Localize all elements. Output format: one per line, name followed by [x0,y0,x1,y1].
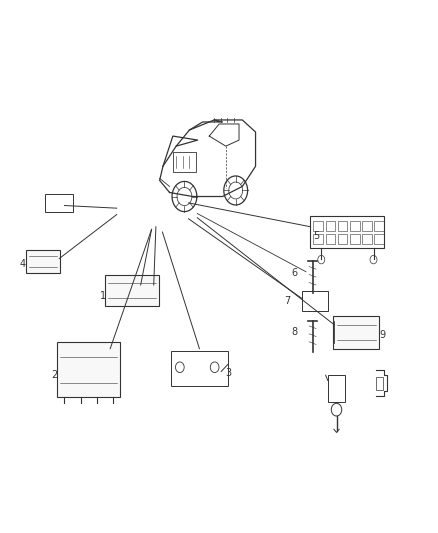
Bar [338,234,347,244]
FancyBboxPatch shape [57,342,120,398]
Bar [328,375,345,402]
Bar [173,152,196,172]
Text: 2: 2 [52,370,58,380]
Text: 6: 6 [291,268,297,278]
Text: 4: 4 [19,259,25,269]
Bar [325,234,335,244]
Bar [311,216,385,248]
Bar [325,221,335,231]
Bar [338,221,347,231]
Text: 7: 7 [285,296,291,306]
Text: 5: 5 [313,231,319,241]
Text: 9: 9 [379,330,385,341]
Bar [171,351,228,386]
Bar [362,234,372,244]
Bar [302,292,328,311]
Text: 1: 1 [100,290,106,301]
Bar [376,377,383,390]
Text: 3: 3 [226,368,232,377]
Bar [374,234,384,244]
Text: 8: 8 [291,327,297,337]
Bar [350,221,360,231]
Bar [350,234,360,244]
FancyBboxPatch shape [333,317,379,349]
Bar [314,221,323,231]
Bar [314,234,323,244]
FancyBboxPatch shape [105,274,159,306]
Bar [45,194,73,213]
Bar [362,221,372,231]
FancyBboxPatch shape [25,249,60,273]
Bar [374,221,384,231]
